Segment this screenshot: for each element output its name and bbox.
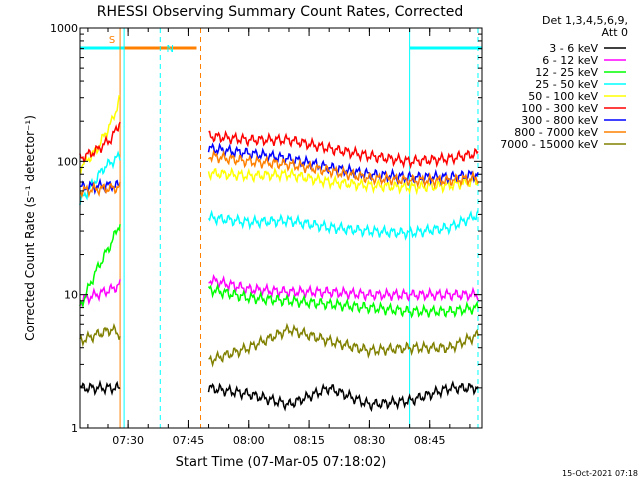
series-line-4	[207, 166, 479, 196]
x-axis-ticks: 07:30 07:45 08:00 08:15 08:30 08:45	[87, 28, 471, 447]
flag-label-n: N	[167, 44, 174, 55]
legend-header-attenuator: Att 0	[602, 26, 628, 39]
x-tick-label: 07:45	[173, 434, 205, 447]
series-line-5	[208, 129, 479, 170]
y-tick-label: 1000	[50, 22, 78, 35]
y-tick-label: 10	[64, 289, 78, 302]
series-line-8	[208, 322, 479, 368]
x-tick-label: 07:30	[112, 434, 144, 447]
legend-label: 25 - 50 keV	[535, 78, 598, 91]
series-line-4	[79, 95, 121, 175]
legend-label: 300 - 800 keV	[521, 114, 598, 127]
series-line-8	[79, 322, 121, 348]
plot-frame	[79, 27, 483, 429]
y-tick-label: 100	[57, 155, 78, 168]
series-line-3	[207, 209, 479, 241]
series-line-1	[208, 273, 479, 303]
chart-title: RHESSI Observing Summary Count Rates, Co…	[97, 4, 463, 20]
series-line-3	[79, 150, 121, 206]
y-axis-ticks: 1 10 100 1000	[50, 22, 482, 435]
series-line-7	[207, 149, 479, 190]
y-tick-label: 1	[71, 422, 78, 435]
series-line-0	[207, 380, 479, 413]
series-line-2	[207, 282, 479, 319]
x-tick-label: 08:30	[354, 434, 386, 447]
series-lines	[79, 95, 479, 413]
legend-label: 6 - 12 keV	[542, 54, 598, 67]
legend-label: 7000 - 15000 keV	[500, 138, 598, 151]
flag-bars: SN	[80, 35, 482, 55]
legend-header-detectors: Det 1,3,4,5,6,9,	[542, 14, 628, 27]
series-line-7	[79, 181, 121, 199]
footer-timestamp: 15-Oct-2021 07:18	[562, 469, 638, 478]
series-line-0	[79, 379, 121, 397]
x-axis-label: Start Time (07-Mar-05 07:18:02)	[176, 455, 387, 470]
flag-label-s: S	[109, 35, 115, 46]
legend-label: 3 - 6 keV	[549, 42, 598, 55]
series-line-5	[79, 121, 121, 163]
x-tick-label: 08:15	[293, 434, 325, 447]
legend-label: 50 - 100 keV	[528, 90, 598, 103]
series-line-2	[79, 224, 121, 309]
vertical-markers	[119, 28, 479, 428]
legend-label: 12 - 25 keV	[535, 66, 598, 79]
legend-label: 800 - 7000 keV	[514, 126, 598, 139]
y-axis-label: Corrected Count Rate (s⁻¹ detector⁻¹)	[23, 115, 37, 341]
x-tick-label: 08:45	[414, 434, 446, 447]
legend-label: 100 - 300 keV	[521, 102, 598, 115]
x-tick-label: 08:00	[233, 434, 265, 447]
